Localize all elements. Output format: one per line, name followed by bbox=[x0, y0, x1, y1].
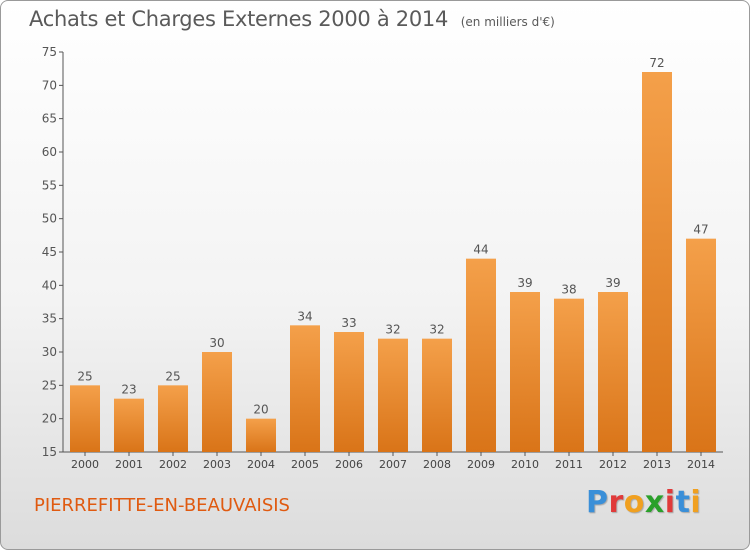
bar-2009 bbox=[466, 258, 496, 452]
logo-letter: r bbox=[608, 485, 624, 520]
bar-2001 bbox=[114, 398, 144, 452]
y-tick-label: 25 bbox=[42, 378, 57, 392]
data-label-2002: 25 bbox=[165, 369, 180, 383]
y-tick-label: 35 bbox=[42, 312, 57, 326]
data-label-2013: 72 bbox=[649, 56, 664, 70]
data-label-2008: 32 bbox=[429, 323, 444, 337]
y-tick-label: 20 bbox=[42, 412, 57, 426]
logo-letter: i bbox=[664, 485, 676, 520]
bars bbox=[70, 72, 716, 452]
bar-2013 bbox=[642, 72, 672, 452]
data-label-2004: 20 bbox=[253, 403, 268, 417]
bar-2014 bbox=[686, 238, 716, 452]
x-tick-label-2012: 2012 bbox=[599, 458, 627, 471]
bar-2006 bbox=[334, 332, 364, 452]
x-tick-label-2009: 2009 bbox=[467, 458, 495, 471]
x-tick-label-2014: 2014 bbox=[687, 458, 715, 471]
logo-letter: o bbox=[623, 485, 645, 520]
logo-letter: P bbox=[586, 485, 609, 520]
x-tick-label-2000: 2000 bbox=[71, 458, 99, 471]
x-tick-label-2013: 2013 bbox=[643, 458, 671, 471]
proxiti-logo: Proxiti bbox=[586, 485, 701, 520]
data-label-2006: 33 bbox=[341, 316, 356, 330]
y-tick-label: 55 bbox=[42, 178, 57, 192]
y-tick-label: 60 bbox=[42, 145, 57, 159]
x-tick-label-2010: 2010 bbox=[511, 458, 539, 471]
chart-title-block: Achats et Charges Externes 2000 à 2014 (… bbox=[29, 7, 555, 31]
data-label-2012: 39 bbox=[605, 276, 620, 290]
x-tick-label-2001: 2001 bbox=[115, 458, 143, 471]
y-tick-label: 30 bbox=[42, 345, 57, 359]
data-label-2010: 39 bbox=[517, 276, 532, 290]
x-tick-label-2004: 2004 bbox=[247, 458, 275, 471]
bar-2012 bbox=[598, 292, 628, 452]
data-label-2009: 44 bbox=[473, 243, 488, 257]
x-tick-label-2011: 2011 bbox=[555, 458, 583, 471]
commune-name: PIERREFITTE-EN-BEAUVAISIS bbox=[34, 495, 290, 516]
bar-2003 bbox=[202, 352, 232, 452]
y-tick-label: 70 bbox=[42, 78, 57, 92]
chart-subtitle: (en milliers d'€) bbox=[460, 15, 555, 29]
bar-2008 bbox=[422, 338, 452, 452]
data-label-2005: 34 bbox=[297, 309, 312, 323]
logo-letter: i bbox=[690, 485, 702, 520]
bar-2005 bbox=[290, 325, 320, 452]
x-tick-label-2008: 2008 bbox=[423, 458, 451, 471]
y-tick-labels: 15 20 25 30 35 40 45 50 55 60 65 70 75 bbox=[42, 45, 57, 459]
logo-letter: x bbox=[644, 485, 665, 520]
y-tick-label: 15 bbox=[42, 445, 57, 459]
data-label-2014: 47 bbox=[693, 223, 708, 237]
bar-2011 bbox=[554, 298, 584, 452]
y-tick-label: 50 bbox=[42, 212, 57, 226]
data-label-2007: 32 bbox=[385, 323, 400, 337]
data-label-2003: 30 bbox=[209, 336, 224, 350]
x-tick-label-2007: 2007 bbox=[379, 458, 407, 471]
data-labels: 25 23 25 30 20 34 33 32 32 44 39 38 39 72 47 bbox=[77, 56, 708, 417]
x-tick-label-2003: 2003 bbox=[203, 458, 231, 471]
chart-title: Achats et Charges Externes 2000 à 2014 bbox=[29, 7, 449, 31]
logo-letter: t bbox=[675, 485, 691, 520]
y-tick-label: 45 bbox=[42, 245, 57, 259]
x-tick-label-2006: 2006 bbox=[335, 458, 363, 471]
y-tick-label: 65 bbox=[42, 112, 57, 126]
data-label-2011: 38 bbox=[561, 283, 576, 297]
y-tick-label: 75 bbox=[42, 45, 57, 59]
bar-2004 bbox=[246, 418, 276, 452]
data-label-2001: 23 bbox=[121, 383, 136, 397]
bar-2000 bbox=[70, 385, 100, 452]
x-tick-label-2005: 2005 bbox=[291, 458, 319, 471]
data-label-2000: 25 bbox=[77, 369, 92, 383]
bar-2010 bbox=[510, 292, 540, 452]
bar-2007 bbox=[378, 338, 408, 452]
x-tick-labels: 2000 2001 2002 2003 2004 2005 2006 2007 2008 2009… bbox=[71, 458, 715, 471]
x-tick-label-2002: 2002 bbox=[159, 458, 187, 471]
y-tick-label: 40 bbox=[42, 278, 57, 292]
bar-2002 bbox=[158, 385, 188, 452]
